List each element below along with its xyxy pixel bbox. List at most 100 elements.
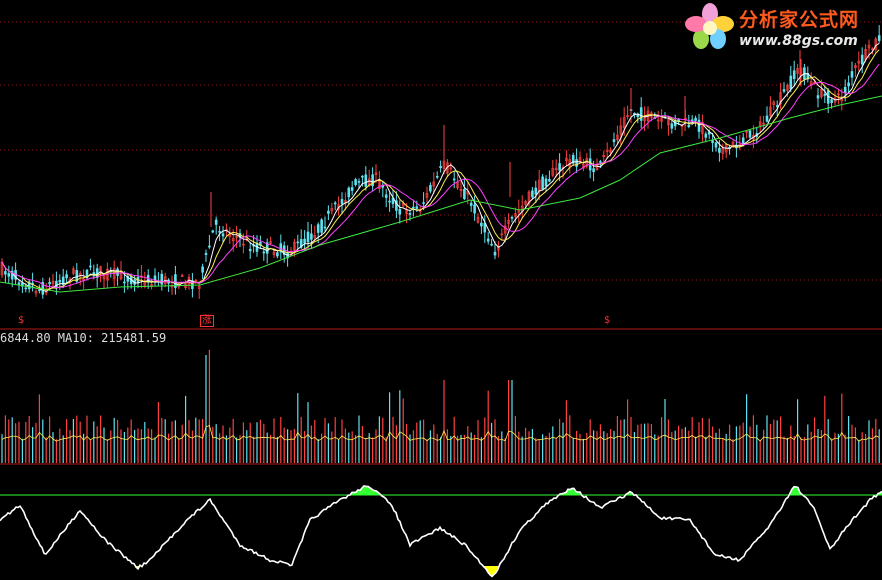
logo-title: 分析家公式网 bbox=[739, 9, 860, 31]
candle-body bbox=[442, 160, 446, 169]
candle-body bbox=[439, 166, 442, 169]
candle-body bbox=[480, 222, 483, 227]
candle-body bbox=[221, 233, 225, 237]
volume-ma-line bbox=[1, 424, 880, 442]
candle-body bbox=[306, 231, 310, 243]
candle-body bbox=[704, 133, 708, 138]
candle-body bbox=[293, 241, 296, 251]
moving-average-lines bbox=[0, 42, 882, 293]
candle-body bbox=[422, 202, 425, 204]
candle-body bbox=[575, 159, 578, 167]
candle-body bbox=[398, 208, 402, 215]
candle-body bbox=[847, 82, 850, 87]
candle-body bbox=[711, 140, 714, 143]
candle-body bbox=[384, 194, 388, 198]
candle-body bbox=[857, 60, 861, 64]
candle-body bbox=[405, 210, 408, 215]
candle-body bbox=[364, 174, 368, 187]
candle-body bbox=[486, 238, 490, 242]
candle-body bbox=[408, 213, 412, 215]
oscillator-line bbox=[0, 485, 882, 578]
candle-body bbox=[333, 202, 337, 205]
candle-body bbox=[602, 155, 606, 158]
candle-body bbox=[850, 71, 854, 78]
candle-body bbox=[214, 219, 218, 225]
candle-body bbox=[371, 174, 374, 187]
candle-body bbox=[772, 101, 776, 106]
ma-mid-line bbox=[1, 49, 880, 291]
candle-body bbox=[429, 185, 432, 192]
candle-body bbox=[235, 236, 238, 238]
candle-body bbox=[860, 54, 864, 65]
candle-body bbox=[786, 84, 789, 91]
candle-body bbox=[208, 245, 211, 248]
candle-body bbox=[160, 273, 164, 285]
flower-icon bbox=[685, 3, 734, 49]
candle-body bbox=[500, 233, 504, 236]
candle-body bbox=[796, 68, 799, 74]
candle-body bbox=[51, 280, 55, 285]
candle-body bbox=[670, 123, 674, 129]
candle-body bbox=[126, 276, 130, 282]
candle-body bbox=[459, 188, 463, 192]
candle-body bbox=[531, 190, 534, 198]
candle-body bbox=[123, 281, 126, 284]
candle-body bbox=[72, 268, 75, 274]
candle-body bbox=[843, 86, 847, 94]
candle-body bbox=[201, 266, 204, 273]
candle-body bbox=[296, 241, 300, 244]
candle-body bbox=[65, 274, 68, 279]
candle-body bbox=[775, 105, 779, 107]
candle-body bbox=[697, 119, 701, 132]
candle-body bbox=[231, 238, 235, 242]
candle-body bbox=[82, 278, 85, 281]
candle-body bbox=[191, 280, 194, 289]
candle-body bbox=[456, 182, 459, 189]
candle-body bbox=[415, 206, 419, 209]
candle-body bbox=[789, 75, 793, 89]
candle-body bbox=[412, 206, 415, 209]
candle-body bbox=[571, 154, 575, 164]
candle-body bbox=[820, 89, 823, 98]
candle-body bbox=[551, 168, 555, 176]
candle-body bbox=[469, 202, 473, 206]
candle-body bbox=[792, 70, 796, 80]
candle-body bbox=[762, 122, 765, 125]
candle-body bbox=[303, 238, 306, 244]
candle-body bbox=[272, 251, 276, 256]
logo-url: www.88gs.com bbox=[739, 33, 858, 49]
site-logo[interactable]: 分析家公式网 www.88gs.com bbox=[683, 2, 879, 52]
candle-body bbox=[180, 275, 184, 277]
candle-body bbox=[463, 188, 466, 200]
candle-body bbox=[745, 131, 748, 133]
candle-body bbox=[656, 119, 660, 122]
candle-body bbox=[758, 121, 762, 127]
candle-body bbox=[357, 181, 361, 183]
candle-body bbox=[476, 216, 480, 223]
candle-body bbox=[554, 167, 558, 171]
candle-body bbox=[374, 172, 378, 175]
candle-body bbox=[503, 225, 507, 234]
candle-body bbox=[17, 282, 21, 285]
candle-body bbox=[718, 147, 721, 153]
candle-body bbox=[24, 287, 28, 290]
candle-body bbox=[714, 142, 718, 148]
candle-body bbox=[816, 95, 820, 99]
candle-body bbox=[524, 200, 527, 205]
candle-body bbox=[701, 122, 704, 134]
candle-body bbox=[510, 217, 514, 219]
candle-body bbox=[361, 175, 364, 178]
candle-body bbox=[248, 248, 252, 252]
candle-body bbox=[490, 243, 493, 246]
candle-body bbox=[310, 233, 313, 240]
candle-body bbox=[354, 179, 357, 186]
candle-body bbox=[619, 125, 623, 135]
candle-body bbox=[34, 290, 38, 294]
candle-body bbox=[10, 270, 14, 280]
candle-body bbox=[622, 117, 626, 128]
candle-body bbox=[534, 187, 538, 195]
candle-body bbox=[7, 273, 11, 277]
oscillator-panel bbox=[0, 485, 882, 578]
candle-body bbox=[830, 99, 833, 103]
